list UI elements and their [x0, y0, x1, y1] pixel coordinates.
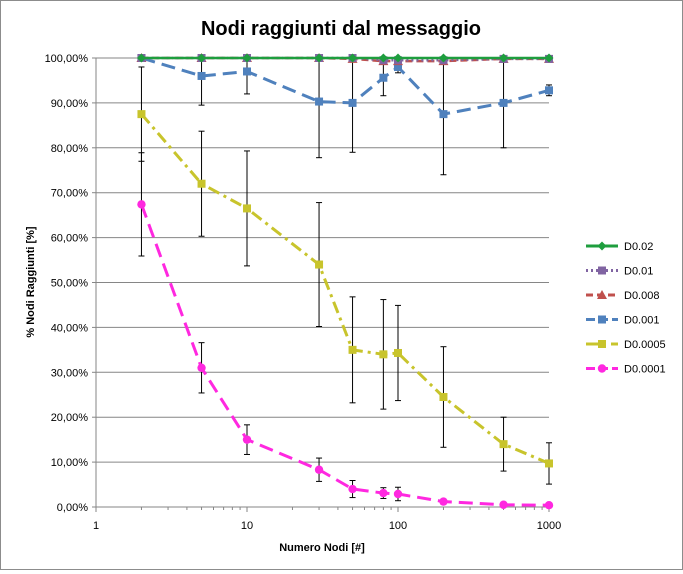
- x-tick-label: 100: [389, 520, 407, 532]
- legend-label: D0.01: [624, 266, 653, 278]
- y-tick-label: 50,00%: [51, 278, 89, 290]
- legend-item: D0.02: [586, 241, 653, 253]
- data-point: [544, 501, 554, 510]
- data-point: [197, 71, 206, 80]
- legend-swatch-marker: [598, 340, 606, 348]
- data-point: [314, 53, 324, 63]
- data-point: [499, 98, 508, 107]
- y-tick-label: 10,00%: [51, 457, 89, 469]
- data-point: [379, 350, 388, 359]
- data-point: [545, 459, 553, 468]
- x-tick-label: 1: [93, 520, 99, 532]
- data-point: [348, 98, 357, 107]
- series-d0-001: [137, 54, 553, 119]
- y-tick-label: 20,00%: [51, 412, 89, 424]
- series-line: [141, 56, 550, 116]
- legend-swatch-marker: [597, 241, 607, 251]
- data-point: [137, 110, 146, 119]
- data-point: [197, 179, 206, 188]
- data-point: [348, 53, 358, 63]
- series-d0-02: [136, 53, 554, 63]
- legend-label: D0.0005: [624, 339, 666, 351]
- error-bar: [316, 57, 323, 159]
- y-tick-label: 90,00%: [51, 98, 89, 110]
- data-point: [243, 204, 251, 213]
- data-point: [136, 53, 146, 63]
- data-point: [243, 67, 251, 76]
- legend-label: D0.02: [624, 241, 653, 253]
- error-bar: [198, 57, 205, 106]
- data-point: [379, 488, 388, 498]
- data-point: [197, 363, 206, 373]
- data-point: [439, 497, 448, 506]
- legend-swatch-marker: [597, 364, 607, 373]
- data-point: [379, 73, 388, 82]
- grid-layer: [96, 57, 549, 463]
- series-line: [140, 113, 550, 465]
- series-d0-0001: [137, 200, 554, 510]
- data-point: [438, 53, 448, 63]
- legend-swatch-marker: [598, 266, 606, 275]
- data-point: [439, 392, 448, 401]
- chart-title: Nodi raggiunti dal messaggio: [201, 18, 481, 40]
- legend: D0.02 D0.01 D0.008 D0.001 D0.0005 D0.0001: [586, 241, 666, 376]
- data-point: [499, 53, 509, 63]
- legend-item: D0.008: [586, 290, 659, 302]
- legend-label: D0.0001: [624, 364, 666, 376]
- y-tick-label: 100,00%: [45, 53, 89, 65]
- error-bar: [244, 57, 250, 95]
- y-tick-label: 70,00%: [51, 188, 89, 200]
- data-point: [348, 345, 357, 354]
- data-point: [314, 465, 324, 474]
- legend-label: D0.001: [624, 315, 659, 327]
- y-tick-label: 40,00%: [51, 322, 89, 334]
- data-point: [439, 110, 448, 119]
- y-tick-label: 30,00%: [51, 367, 89, 379]
- legend-item: D0.0001: [586, 364, 666, 376]
- legend-swatch-marker: [598, 315, 606, 324]
- data-point: [394, 348, 402, 357]
- data-point: [544, 53, 554, 63]
- legend-swatch-marker: [597, 290, 607, 299]
- y-tick-label: 80,00%: [51, 143, 89, 155]
- data-point: [315, 260, 324, 269]
- legend-item: D0.01: [586, 266, 653, 278]
- data-point: [137, 200, 146, 209]
- legend-label: D0.008: [624, 290, 659, 302]
- data-point: [499, 440, 508, 449]
- data-point: [499, 500, 508, 509]
- data-point: [315, 97, 324, 106]
- legend-item: D0.001: [586, 315, 659, 327]
- error-bars-layer: [138, 57, 552, 502]
- y-tick-label: 0,00%: [57, 502, 88, 514]
- data-point: [348, 484, 357, 494]
- data-point: [378, 53, 388, 63]
- series-layer: [136, 53, 554, 510]
- data-point: [394, 62, 402, 71]
- data-point: [393, 489, 403, 499]
- legend-item: D0.0005: [586, 339, 666, 351]
- data-point: [242, 435, 252, 444]
- y-axis-label: % Nodi Raggiunti [%]: [25, 226, 37, 338]
- data-point: [197, 53, 207, 63]
- series-d0-0005: [137, 110, 553, 468]
- x-axis-label: Numero Nodi [#]: [279, 542, 365, 554]
- data-point: [545, 86, 553, 95]
- x-tick-label: 10: [241, 520, 253, 532]
- axes-layer: 0,00% 10,00% 20,00% 30,00% 40,00% 50,00% 60,00…: [45, 53, 562, 532]
- data-point: [242, 53, 252, 63]
- y-tick-label: 60,00%: [51, 233, 89, 245]
- data-point: [393, 53, 403, 63]
- x-tick-label: 1000: [537, 520, 561, 532]
- series-line: [140, 203, 550, 507]
